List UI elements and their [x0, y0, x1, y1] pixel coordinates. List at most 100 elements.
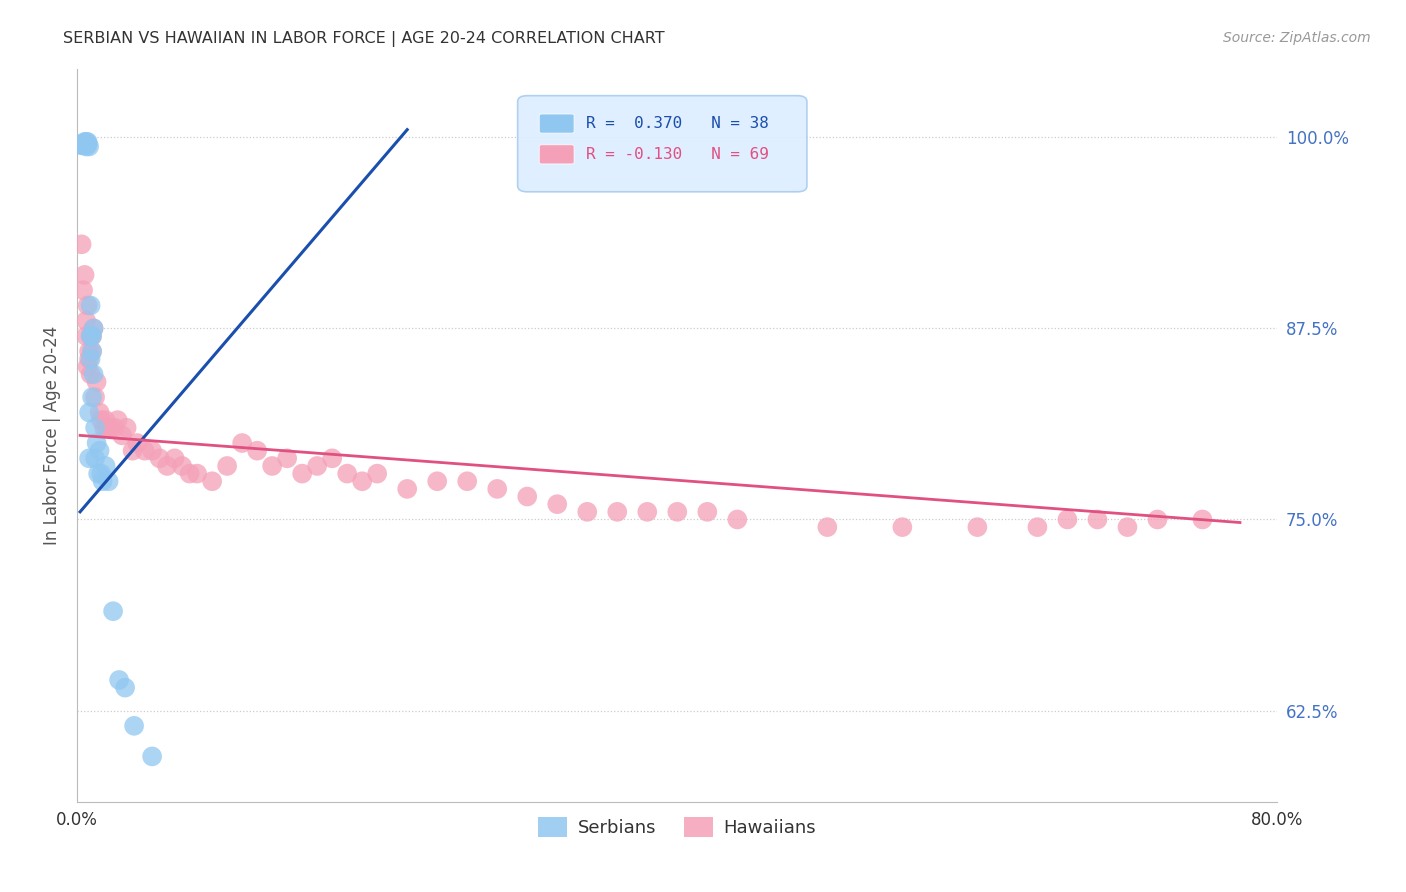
Point	[84, 451, 107, 466]
Point	[546, 497, 568, 511]
Point	[87, 467, 110, 481]
Point	[76, 136, 98, 151]
Point	[70, 138, 93, 153]
Point	[696, 505, 718, 519]
Point	[73, 135, 96, 149]
Point	[97, 475, 120, 489]
Point	[90, 467, 112, 481]
FancyBboxPatch shape	[517, 95, 807, 192]
Point	[456, 475, 478, 489]
Y-axis label: In Labor Force | Age 20-24: In Labor Force | Age 20-24	[44, 326, 60, 545]
Point	[426, 475, 449, 489]
Point	[75, 314, 97, 328]
Point	[1116, 520, 1139, 534]
FancyBboxPatch shape	[540, 114, 574, 133]
Point	[201, 475, 224, 489]
Point	[82, 329, 104, 343]
Point	[815, 520, 838, 534]
Point	[276, 451, 298, 466]
Point	[1026, 520, 1049, 534]
Point	[77, 405, 100, 419]
Point	[86, 436, 108, 450]
Point	[73, 138, 96, 153]
Point	[79, 329, 101, 343]
Point	[96, 421, 118, 435]
Point	[104, 421, 127, 435]
Point	[69, 138, 91, 153]
Point	[76, 298, 98, 312]
Point	[72, 136, 94, 151]
Point	[262, 458, 284, 473]
Point	[101, 604, 124, 618]
Text: R =  0.370   N = 38: R = 0.370 N = 38	[586, 116, 769, 131]
Point	[90, 413, 112, 427]
Point	[966, 520, 988, 534]
Point	[1146, 512, 1168, 526]
Point	[246, 443, 269, 458]
Point	[122, 719, 145, 733]
Point	[114, 681, 136, 695]
Point	[366, 467, 388, 481]
Point	[76, 135, 98, 149]
Point	[83, 321, 105, 335]
Point	[77, 451, 100, 466]
Point	[111, 428, 134, 442]
Point	[891, 520, 914, 534]
Point	[141, 443, 163, 458]
Point	[1087, 512, 1109, 526]
Point	[75, 135, 97, 149]
Point	[98, 421, 121, 435]
Point	[75, 329, 97, 343]
Point	[1056, 512, 1078, 526]
Point	[86, 375, 108, 389]
Point	[516, 490, 538, 504]
Point	[75, 139, 97, 153]
Point	[396, 482, 419, 496]
Point	[91, 475, 114, 489]
Point	[93, 421, 115, 435]
Point	[70, 237, 93, 252]
Point	[352, 475, 374, 489]
Point	[94, 458, 117, 473]
Point	[486, 482, 509, 496]
Point	[1191, 512, 1213, 526]
Point	[79, 351, 101, 366]
Point	[163, 451, 186, 466]
Point	[89, 443, 111, 458]
Point	[82, 329, 104, 343]
Point	[94, 413, 117, 427]
Point	[79, 329, 101, 343]
Point	[179, 467, 201, 481]
Point	[108, 673, 131, 687]
Point	[186, 467, 208, 481]
Point	[77, 139, 100, 153]
Point	[76, 138, 98, 153]
Legend: Serbians, Hawaiians: Serbians, Hawaiians	[531, 809, 824, 845]
Text: R = -0.130   N = 69: R = -0.130 N = 69	[586, 147, 769, 161]
Point	[321, 451, 343, 466]
Point	[79, 298, 101, 312]
Point	[73, 136, 96, 151]
Point	[121, 443, 143, 458]
Point	[141, 749, 163, 764]
Point	[576, 505, 599, 519]
Point	[77, 351, 100, 366]
Point	[72, 283, 94, 297]
Point	[76, 359, 98, 374]
Point	[82, 344, 104, 359]
Point	[217, 458, 239, 473]
Point	[75, 136, 97, 151]
Point	[89, 405, 111, 419]
Point	[291, 467, 314, 481]
Point	[84, 421, 107, 435]
Point	[636, 505, 658, 519]
Point	[231, 436, 253, 450]
Point	[84, 390, 107, 404]
Point	[336, 467, 359, 481]
FancyBboxPatch shape	[540, 145, 574, 164]
Point	[82, 390, 104, 404]
Point	[134, 443, 156, 458]
Point	[156, 458, 179, 473]
Point	[172, 458, 194, 473]
Point	[666, 505, 689, 519]
